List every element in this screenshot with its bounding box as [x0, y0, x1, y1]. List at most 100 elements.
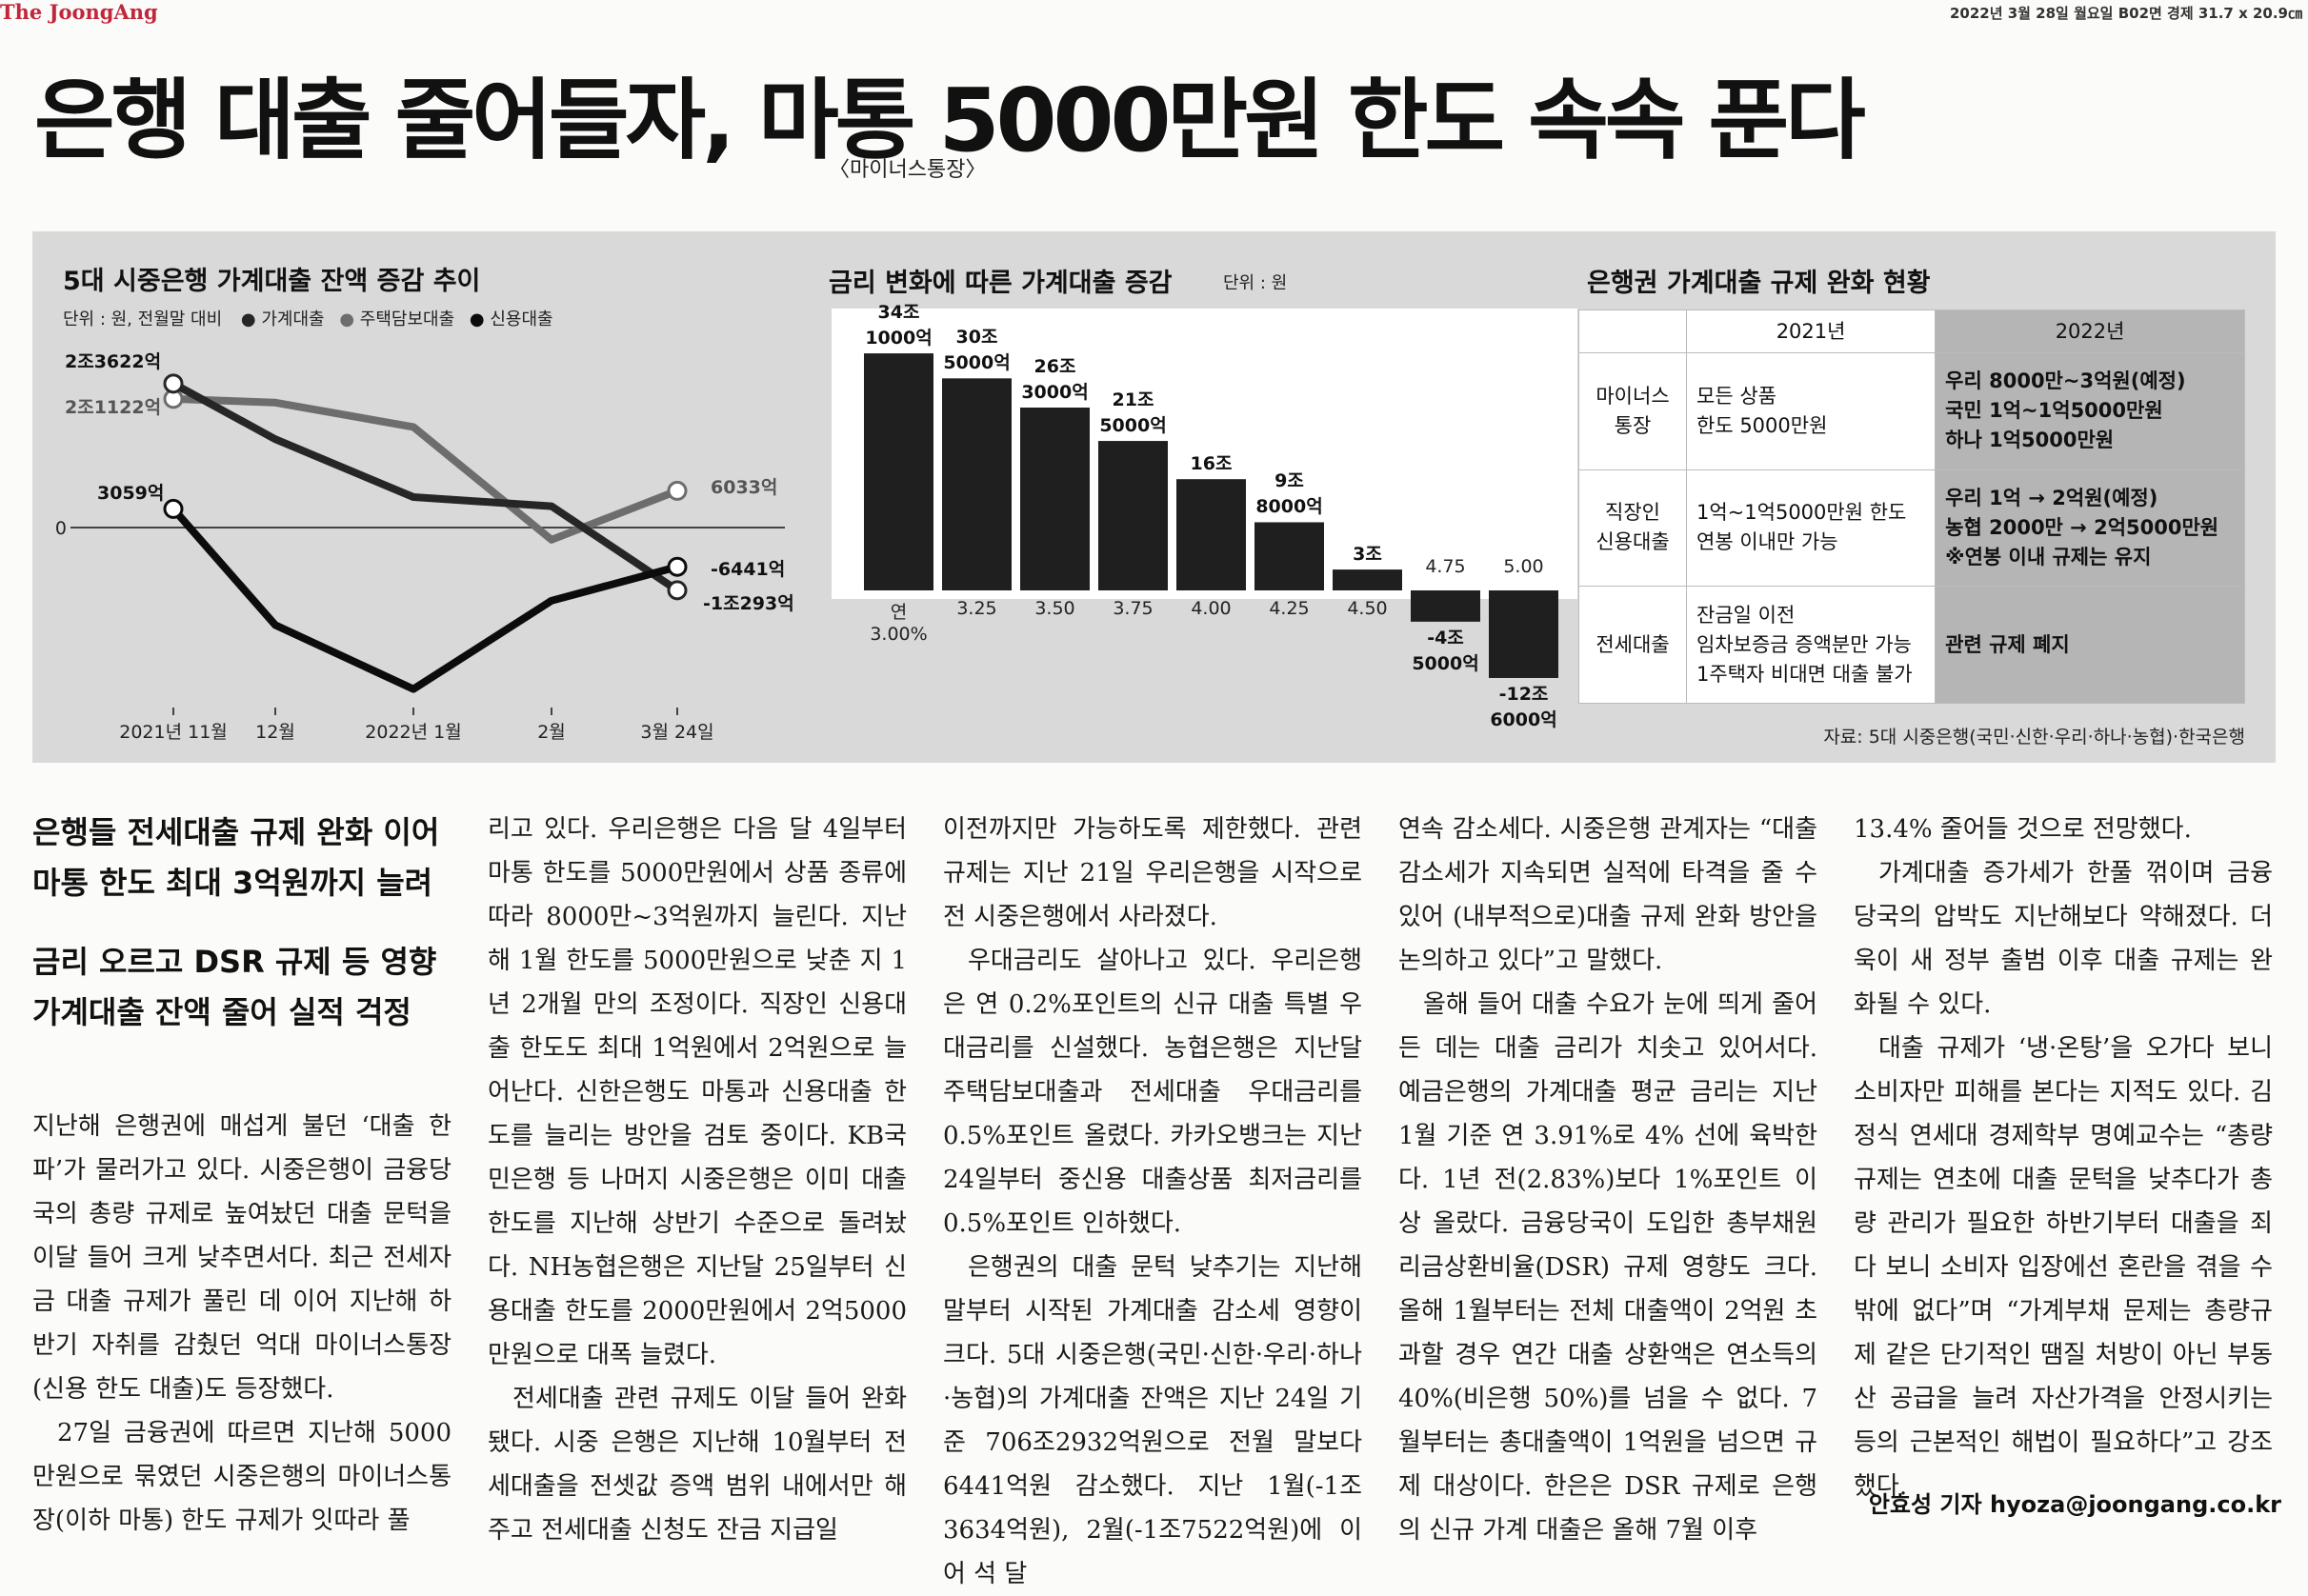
table-title: 은행권 가계대출 규제 완화 현황: [1587, 269, 1931, 298]
bar-category-label: 3.75: [1113, 598, 1154, 619]
line-series-mortgage: [172, 394, 679, 544]
line-point-marker: [667, 480, 688, 501]
paragraph: 이전까지만 가능하도록 제한했다. 관련 규제는 지난 21일 우리은행을 시작…: [943, 815, 1362, 931]
bar-category-label: 3.50: [1034, 598, 1075, 619]
bar: [864, 353, 933, 590]
line-chart-title: 5대 시중은행 가계대출 잔액 증감 추이: [63, 267, 481, 296]
legend-household-icon: ●: [240, 309, 256, 329]
bar-category-label: 4.25: [1269, 598, 1310, 619]
bar: [1176, 479, 1246, 590]
bar-value-label: 21조 5000억: [1099, 389, 1167, 437]
legend-mortgage-icon: ●: [339, 309, 355, 329]
table-header-empty: [1578, 309, 1687, 353]
bar-value-label: -4조 5000억: [1412, 627, 1479, 674]
bar: [1098, 441, 1168, 590]
cell-2021: 1억~1억5000만원 한도 연봉 이내만 가능: [1685, 469, 1937, 588]
paragraph: 27일 금융권에 따르면 지난해 5000만원으로 묶였던 시중은행의 마이너스…: [32, 1419, 452, 1535]
legend-household: 가계대출: [261, 309, 325, 329]
dateline: 2022년 3월 28일 월요일 B02면 경제 31.7 x 20.9㎝: [1949, 5, 2302, 22]
article-column-3: 이전까지만 가능하도록 제한했다. 관련 규제는 지난 21일 우리은행을 시작…: [943, 808, 1362, 1596]
cell-2022: 우리 8000만~3억원(예정) 국민 1억~1억5000만원 하나 1억5000만…: [1935, 352, 2245, 470]
bar-value-label: 30조 5000억: [943, 327, 1011, 374]
bar-value-label: 26조 3000억: [1021, 356, 1089, 403]
lead-line: 마통 한도 최대 3억원까지 늘려: [32, 865, 433, 901]
label-credit-start: 3059억: [97, 483, 165, 504]
bar-value-label: 34조 1000억: [865, 302, 933, 349]
label-credit-end: -6441억: [711, 559, 786, 580]
lead-line: 금리 오르고 DSR 규제 등 영향: [32, 944, 437, 980]
bar-category-label: 4.50: [1347, 598, 1388, 619]
bar-category-label: 연 3.00%: [870, 602, 928, 645]
row-name: 전세대출: [1578, 586, 1687, 704]
paragraph: 올해 들어 대출 수요가 눈에 띄게 줄어든 데는 대출 금리가 치솟고 있어서…: [1398, 990, 1817, 1545]
bar-category-label: 5.00: [1503, 556, 1544, 577]
x-tick-label: 2021년 11월: [119, 722, 228, 743]
bar-category-label: 4.00: [1191, 598, 1232, 619]
article-column-1: 지난해 은행권에 매섭게 불던 ‘대출 한파’가 물러가고 있다. 시중은행이 …: [32, 1105, 452, 1543]
line-unit: 단위 : 원, 전월말 대비: [63, 309, 223, 329]
byline: 안효성 기자 hyoza@joongang.co.kr: [1868, 1491, 2281, 1518]
lead-line: 은행들 전세대출 규제 완화 이어: [32, 814, 440, 850]
legend-mortgage: 주택담보대출: [359, 309, 455, 329]
x-tick-label: 12월: [255, 722, 295, 743]
paragraph: 은행권의 대출 문턱 낮추기는 지난해 말부터 시작된 가계대출 감소세 영향이…: [943, 1253, 1362, 1588]
bar-chart-title: 금리 변화에 따른 가계대출 증감: [829, 269, 1173, 298]
table-row: 마이너스 통장 모든 상품 한도 5000만원 우리 8000만~3억원(예정) 국민…: [1578, 352, 2245, 470]
legend-credit: 신용대출: [490, 309, 553, 329]
line-point-marker: [163, 498, 184, 519]
row-name: 직장인 신용대출: [1578, 469, 1687, 588]
table-header-row: 2021년 2022년: [1578, 309, 2245, 353]
lead-line: 가계대출 잔액 줄어 실적 걱정: [32, 994, 411, 1030]
table-row: 직장인 신용대출 1억~1억5000만원 한도 연봉 이내만 가능 우리 1억 → …: [1578, 469, 2245, 588]
lead-summary: 은행들 전세대출 규제 완화 이어 마통 한도 최대 3억원까지 늘려 금리 오…: [32, 808, 439, 1038]
headline: 은행 대출 줄어들자, 마통 5000만원 한도 속속 푼다: [34, 70, 1866, 171]
legend-credit-icon: ●: [469, 309, 485, 329]
bar: [1254, 522, 1324, 590]
bar-chart: [864, 353, 1558, 678]
bar-category-label: 3.25: [956, 598, 997, 619]
table-row: 전세대출 잔금일 이전 임차보증금 증액분만 가능 1주택자 비대면 대출 불가 관…: [1578, 586, 2245, 704]
line-point-marker: [667, 556, 688, 577]
subhead: 〈마이너스통장〉: [829, 158, 987, 182]
bar-value-label: 3조: [1353, 544, 1382, 566]
x-tick-label: 2월: [537, 722, 566, 743]
paragraph: 가계대출 증가세가 한풀 꺾이며 금융당국의 압박도 지난해보다 약해졌다. 더…: [1854, 859, 2273, 1019]
label-household-start: 2조3622억: [65, 351, 162, 372]
paragraph: 13.4% 줄어들 것으로 전망했다.: [1854, 815, 2192, 844]
bar-chart-unit: 단위 : 원: [1223, 273, 1288, 293]
paragraph: 지난해 은행권에 매섭게 불던 ‘대출 한파’가 물러가고 있다. 시중은행이 …: [32, 1112, 452, 1404]
paragraph: 우대금리도 살아나고 있다. 우리은행은 연 0.2%포인트의 신규 대출 특별…: [943, 947, 1362, 1238]
line-series-credit: [170, 506, 679, 693]
masthead-logo: The JoongAng: [0, 0, 158, 24]
label-mortgage-start: 2조1122억: [65, 397, 162, 418]
paragraph: 전세대출 관련 규제도 이달 들어 완화됐다. 시중 은행은 지난해 10월부터…: [488, 1385, 907, 1545]
article-column-2: 리고 있다. 우리은행은 다음 달 4일부터 마통 한도를 5000만원에서 상…: [488, 808, 907, 1552]
line-chart-legend: 단위 : 원, 전월말 대비 ● 가계대출 ● 주택담보대출 ● 신용대출: [63, 306, 553, 330]
paragraph: 리고 있다. 우리은행은 다음 달 4일부터 마통 한도를 5000만원에서 상…: [488, 815, 907, 1369]
table-header-2022: 2022년: [1935, 309, 2245, 353]
label-mortgage-end: 6033억: [711, 477, 778, 498]
bar: [942, 378, 1012, 590]
bar-value-label: -12조 6000억: [1490, 683, 1557, 730]
bar: [1411, 590, 1480, 622]
bar-value-label: 16조: [1190, 453, 1233, 475]
x-tick-label: 2022년 1월: [365, 722, 461, 743]
cell-2022: 관련 규제 폐지: [1935, 586, 2245, 704]
paragraph: 연속 감소세다. 시중은행 관계자는 “대출 감소세가 지속되면 실적에 타격을…: [1398, 815, 1817, 975]
infographic: 5대 시중은행 가계대출 잔액 증감 추이 단위 : 원, 전월말 대비 ● 가…: [32, 231, 2276, 763]
source-note: 자료: 5대 시중은행(국민·신한·우리·하나·농협)·한국은행: [1823, 727, 2245, 748]
cell-2022: 우리 1억 → 2억원(예정) 농협 2000만 → 2억5000만원 ※연봉 이내…: [1935, 469, 2245, 588]
article-column-4: 연속 감소세다. 시중은행 관계자는 “대출 감소세가 지속되면 실적에 타격을…: [1398, 808, 1817, 1552]
x-tick-label: 3월 24일: [640, 722, 713, 743]
paragraph: 대출 규제가 ‘냉·온탕’을 오가다 보니 소비자만 피해를 본다는 지적도 있…: [1854, 1034, 2273, 1501]
row-name: 마이너스 통장: [1578, 352, 1687, 470]
bar: [1333, 569, 1402, 590]
zero-label: 0: [55, 518, 67, 539]
bar-category-label: 4.75: [1425, 556, 1466, 577]
label-household-end: -1조293억: [703, 593, 794, 614]
bar: [1489, 590, 1558, 678]
line-series-household: [171, 380, 680, 594]
bar-value-label: 9조 8000억: [1255, 470, 1323, 518]
article-column-5: 13.4% 줄어들 것으로 전망했다. 가계대출 증가세가 한풀 꺾이며 금융당…: [1854, 808, 2273, 1508]
